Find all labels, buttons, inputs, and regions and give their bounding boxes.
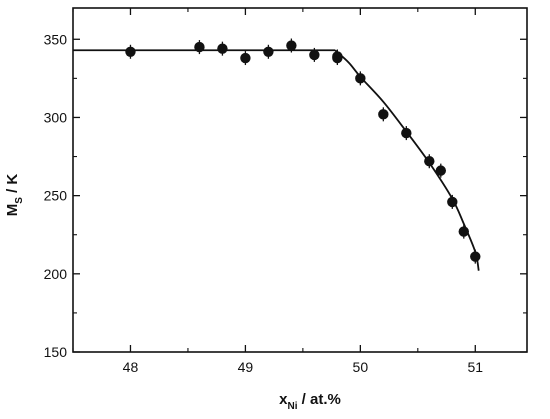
plot-frame (72, 7, 528, 353)
data-point (240, 52, 251, 64)
x-axis-title: xNi / at.% (279, 391, 341, 412)
data-point (263, 46, 274, 57)
y-tick-label: 150 (44, 344, 68, 360)
x-tick-label: 50 (353, 359, 369, 375)
y-tick-label: 350 (44, 31, 68, 47)
y-axis-title: MS / K (4, 174, 25, 217)
y-tick-label: 300 (44, 109, 68, 125)
data-point (447, 196, 458, 208)
data-point (286, 40, 297, 51)
data-point (125, 46, 136, 57)
data-point (309, 49, 320, 61)
plot-area (73, 38, 481, 271)
x-tick-label: 51 (467, 359, 483, 375)
data-point (470, 251, 481, 262)
y-tick-label: 250 (44, 188, 68, 204)
data-point (194, 41, 205, 53)
x-tick-label: 48 (123, 359, 139, 375)
data-point (332, 51, 343, 62)
data-point (355, 73, 366, 84)
axes: 48 49 50 51 150 200 250 300 350 (44, 7, 528, 375)
fit-line-curve (334, 49, 480, 271)
data-point (378, 109, 389, 120)
data-point (217, 43, 228, 54)
data-point (401, 127, 412, 139)
data-point (458, 226, 469, 237)
y-tick-label: 200 (44, 266, 68, 282)
data-point (424, 156, 435, 167)
data-point (435, 165, 446, 176)
x-tick-label: 49 (238, 359, 254, 375)
